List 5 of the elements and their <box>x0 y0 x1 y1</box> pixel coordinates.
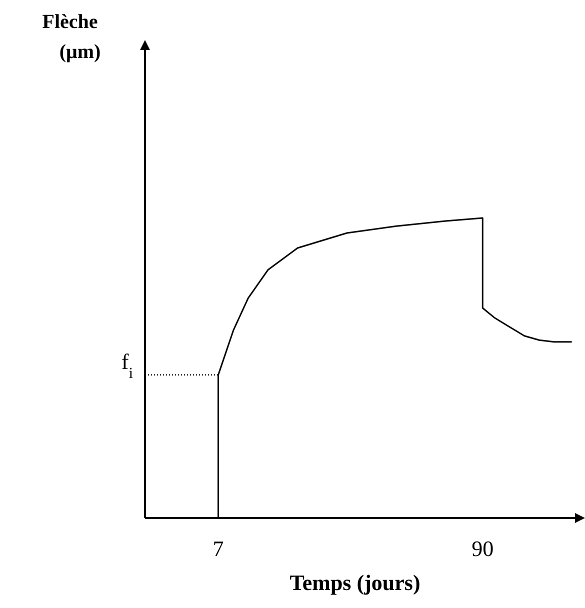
x-axis-title: Temps (jours) <box>290 570 420 595</box>
ref-line-label: f$_{i}$ <box>121 348 133 382</box>
x-tick-label: 90 <box>472 536 494 561</box>
x-tick-label: 7 <box>212 536 224 561</box>
text: Flèche (μm) <box>42 11 101 63</box>
